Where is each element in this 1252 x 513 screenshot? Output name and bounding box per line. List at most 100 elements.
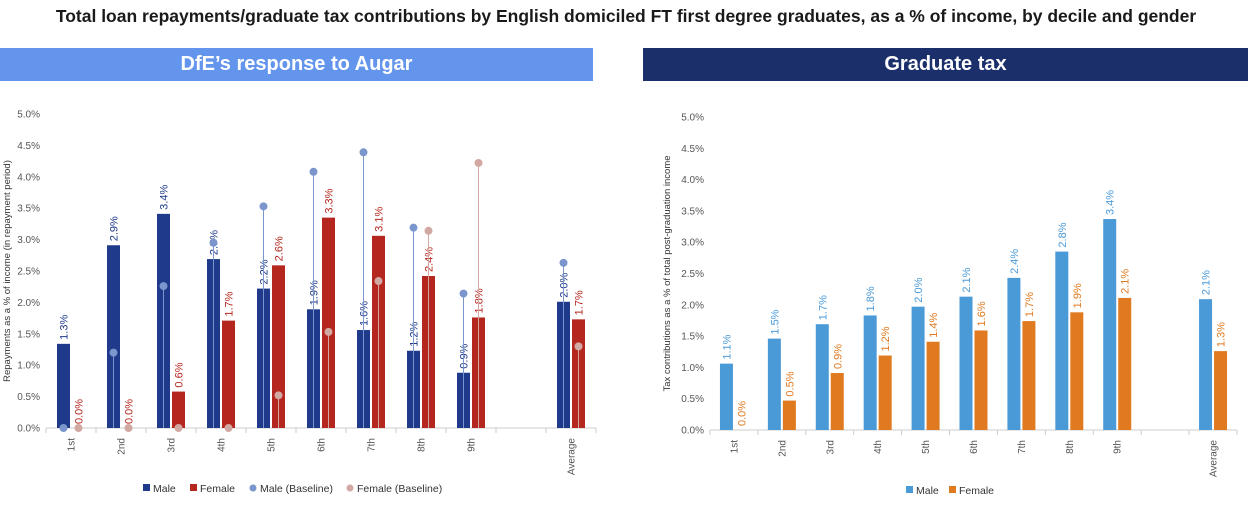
right-category-label: Average: [1209, 440, 1220, 478]
left-data-label: 0.9%: [459, 343, 471, 368]
left-ytick-label: 2.5%: [17, 267, 40, 278]
right-data-label: 1.3%: [1216, 322, 1228, 347]
right-data-label: 1.2%: [880, 326, 892, 351]
left-data-label: 1.2%: [409, 321, 421, 346]
left-data-label: 2.0%: [559, 272, 571, 297]
left-data-label: 1.6%: [359, 301, 371, 326]
right-bar-male: [1199, 299, 1213, 430]
left-legend-swatch: [249, 484, 257, 492]
left-ytick-label: 5.0%: [17, 110, 40, 121]
left-baseline-marker-female-baseline-: [424, 226, 433, 235]
right-data-label: 2.0%: [913, 277, 925, 302]
right-category-label: 3rd: [825, 440, 836, 454]
right-ytick-label: 1.5%: [681, 332, 704, 343]
right-bar-male: [815, 324, 829, 430]
left-baseline-marker-female-baseline-: [224, 424, 233, 432]
right-data-label: 0.5%: [784, 371, 796, 396]
left-data-label: 1.9%: [309, 280, 321, 305]
right-bar-male: [1007, 277, 1021, 430]
left-category-label: 5th: [267, 438, 278, 452]
left-data-label: 0.0%: [74, 399, 86, 424]
right-bar-female: [782, 400, 796, 430]
right-bar-male: [1103, 219, 1117, 430]
left-baseline-marker-male-baseline-: [309, 167, 318, 176]
left-data-label: 2.4%: [424, 247, 436, 272]
right-category-label: 4th: [873, 440, 884, 454]
left-category-label: 2nd: [117, 438, 128, 455]
right-ytick-label: 0.0%: [681, 426, 704, 437]
right-ytick-label: 1.0%: [681, 363, 704, 374]
left-baseline-marker-male-baseline-: [409, 223, 418, 232]
right-category-label: 9th: [1113, 440, 1124, 454]
left-bar-male: [107, 245, 120, 428]
right-ylabel: Tax contributions as a % of total post-g…: [662, 155, 673, 391]
left-baseline-marker-female-baseline-: [274, 391, 283, 400]
right-bar-male: [959, 296, 973, 430]
right-category-label: 2nd: [777, 440, 788, 457]
left-ytick-label: 2.0%: [17, 298, 40, 309]
left-data-label: 3.3%: [324, 188, 336, 213]
left-data-label: 2.2%: [259, 259, 271, 284]
left-ytick-label: 0.0%: [17, 424, 40, 435]
right-bar-male: [911, 306, 925, 430]
right-bar-male: [1055, 251, 1069, 430]
right-data-label: 1.6%: [976, 301, 988, 326]
right-bar-female: [878, 355, 892, 430]
right-category-label: 6th: [969, 440, 980, 454]
right-bar-female: [974, 330, 988, 430]
left-panel-header: DfE’s response to Augar: [0, 48, 593, 81]
right-data-label: 0.0%: [736, 401, 748, 426]
right-data-label: 2.1%: [961, 267, 973, 292]
right-bar-female: [830, 373, 844, 430]
left-ytick-label: 3.0%: [17, 235, 40, 246]
left-legend-label: Female (Baseline): [357, 483, 442, 495]
left-data-label: 1.8%: [474, 288, 486, 313]
right-bar-female: [926, 341, 940, 430]
right-bar-male: [719, 363, 733, 430]
left-baseline-marker-male-baseline-: [559, 258, 568, 267]
left-data-label: 0.0%: [124, 399, 136, 424]
page-title: Total loan repayments/graduate tax contr…: [55, 6, 1197, 26]
right-data-label: 1.5%: [769, 309, 781, 334]
left-baseline-marker-female-baseline-: [574, 342, 583, 351]
left-category-label: 3rd: [167, 438, 178, 452]
left-ytick-label: 1.0%: [17, 361, 40, 372]
left-bar-female: [222, 320, 235, 428]
left-baseline-marker-male-baseline-: [259, 202, 268, 211]
left-bar-male: [57, 343, 70, 428]
left-category-label: 6th: [317, 438, 328, 452]
left-baseline-marker-female-baseline-: [174, 424, 183, 432]
left-legend-swatch: [143, 484, 150, 491]
right-data-label: 3.4%: [1105, 190, 1117, 215]
left-ylabel: Repayments as a % of income (in repaymen…: [2, 160, 13, 382]
right-data-label: 1.9%: [1072, 283, 1084, 308]
right-category-label: 5th: [921, 440, 932, 454]
left-data-label: 1.7%: [574, 290, 586, 315]
left-baseline-marker-female-baseline-: [324, 327, 333, 336]
left-baseline-marker-male-baseline-: [109, 348, 118, 357]
left-ytick-label: 4.5%: [17, 141, 40, 152]
left-data-label: 1.3%: [59, 315, 71, 340]
left-legend-label: Male: [153, 483, 176, 495]
right-bar-female: [1070, 312, 1084, 430]
left-ytick-label: 0.5%: [17, 392, 40, 403]
right-data-label: 1.7%: [817, 295, 829, 320]
left-ytick-label: 3.5%: [17, 204, 40, 215]
right-panel-header: Graduate tax: [643, 48, 1248, 81]
right-bar-female: [1022, 321, 1036, 430]
left-category-label: 1st: [67, 438, 78, 452]
right-category-label: 1st: [729, 440, 740, 454]
left-legend-swatch: [190, 484, 197, 491]
left-data-label: 3.1%: [374, 207, 386, 232]
left-data-label: 3.4%: [159, 185, 171, 210]
left-ytick-label: 4.0%: [17, 172, 40, 183]
left-legend-swatch: [346, 484, 354, 492]
right-data-label: 2.4%: [1009, 249, 1021, 274]
left-baseline-marker-female-baseline-: [474, 158, 483, 167]
left-category-label: 4th: [217, 438, 228, 452]
right-category-label: 8th: [1065, 440, 1076, 454]
right-bar-female: [1214, 351, 1228, 430]
right-data-label: 2.1%: [1120, 269, 1132, 294]
right-data-label: 1.7%: [1024, 292, 1036, 317]
left-bar-female: [322, 217, 335, 428]
